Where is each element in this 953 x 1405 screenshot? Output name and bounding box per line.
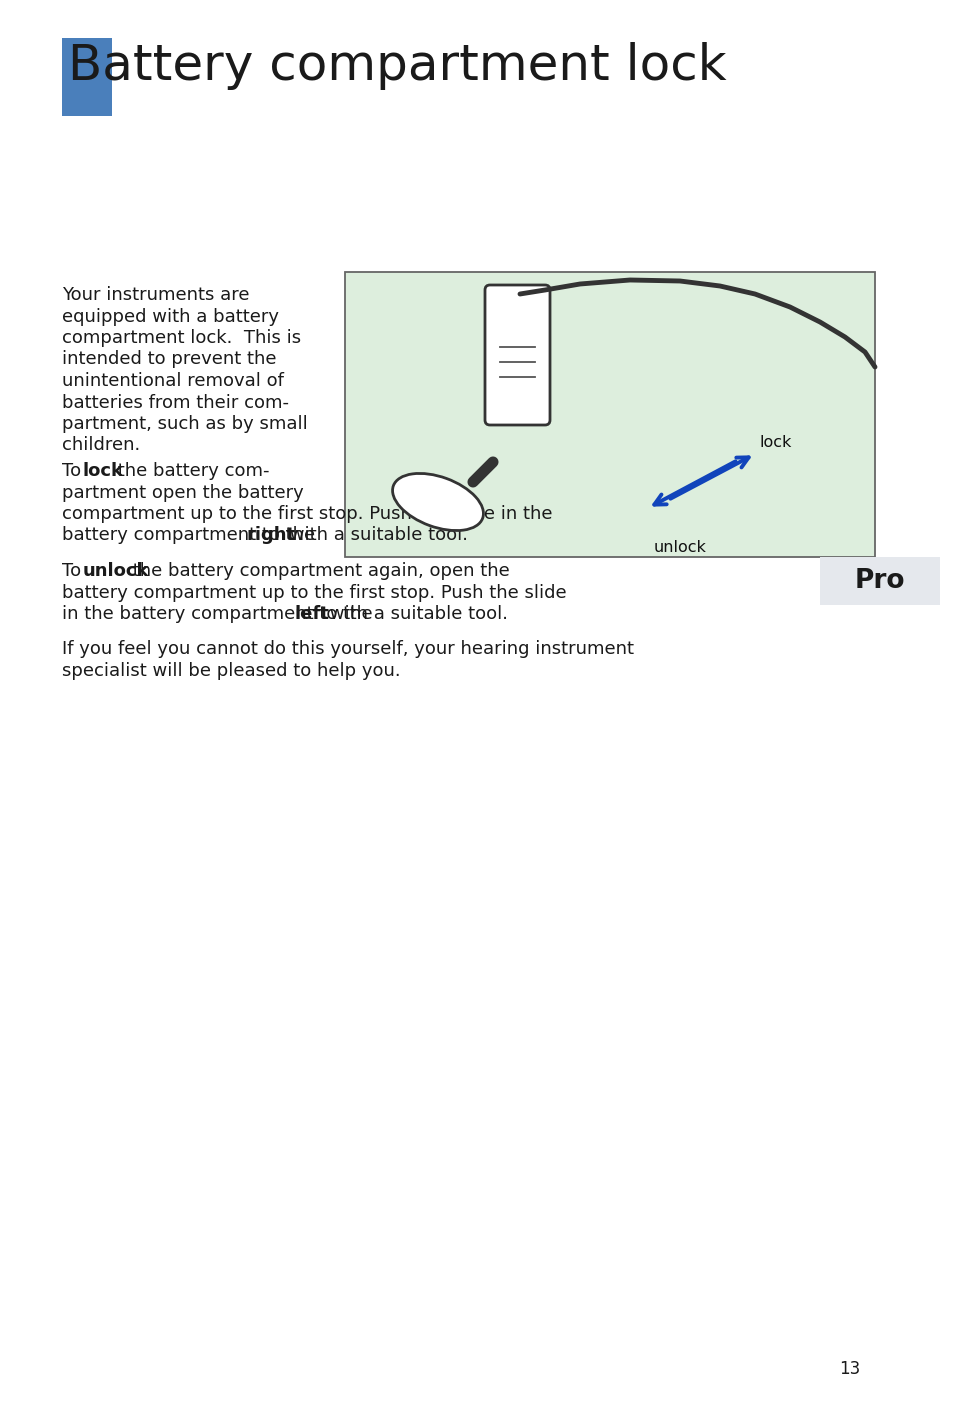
Text: unintentional removal of: unintentional removal of (62, 372, 284, 391)
Text: Pro: Pro (854, 568, 904, 594)
Text: right: right (247, 527, 295, 545)
FancyBboxPatch shape (345, 273, 874, 556)
Text: compartment lock.  This is: compartment lock. This is (62, 329, 301, 347)
Ellipse shape (392, 473, 483, 531)
Text: the battery com-: the battery com- (112, 462, 270, 481)
Text: with a suitable tool.: with a suitable tool. (284, 527, 468, 545)
Text: battery compartment to the: battery compartment to the (62, 527, 320, 545)
Text: Your instruments are: Your instruments are (62, 287, 250, 303)
Text: left: left (294, 606, 330, 622)
Text: compartment up to the first stop. Push the slide in the: compartment up to the first stop. Push t… (62, 504, 552, 523)
Text: partment, such as by small: partment, such as by small (62, 414, 308, 433)
Text: specialist will be pleased to help you.: specialist will be pleased to help you. (62, 662, 400, 680)
Text: intended to prevent the: intended to prevent the (62, 350, 276, 368)
Text: partment open the battery: partment open the battery (62, 483, 303, 502)
Text: lock: lock (83, 462, 124, 481)
Text: children.: children. (62, 437, 140, 454)
Text: battery compartment up to the first stop. Push the slide: battery compartment up to the first stop… (62, 583, 566, 601)
Text: 13: 13 (839, 1360, 860, 1378)
Text: unlock: unlock (653, 540, 706, 555)
Text: batteries from their com-: batteries from their com- (62, 393, 289, 412)
Text: To: To (62, 562, 87, 580)
Text: unlock: unlock (83, 562, 149, 580)
Text: To: To (62, 462, 87, 481)
Text: the battery compartment again, open the: the battery compartment again, open the (127, 562, 509, 580)
Text: If you feel you cannot do this yourself, your hearing instrument: If you feel you cannot do this yourself,… (62, 641, 634, 659)
Text: lock: lock (760, 436, 792, 450)
FancyBboxPatch shape (820, 556, 939, 606)
Text: in the battery compartment to the: in the battery compartment to the (62, 606, 378, 622)
Text: equipped with a battery: equipped with a battery (62, 308, 278, 326)
FancyBboxPatch shape (62, 38, 112, 117)
Text: with a suitable tool.: with a suitable tool. (324, 606, 508, 622)
FancyBboxPatch shape (484, 285, 550, 424)
Text: Battery compartment lock: Battery compartment lock (68, 42, 726, 90)
